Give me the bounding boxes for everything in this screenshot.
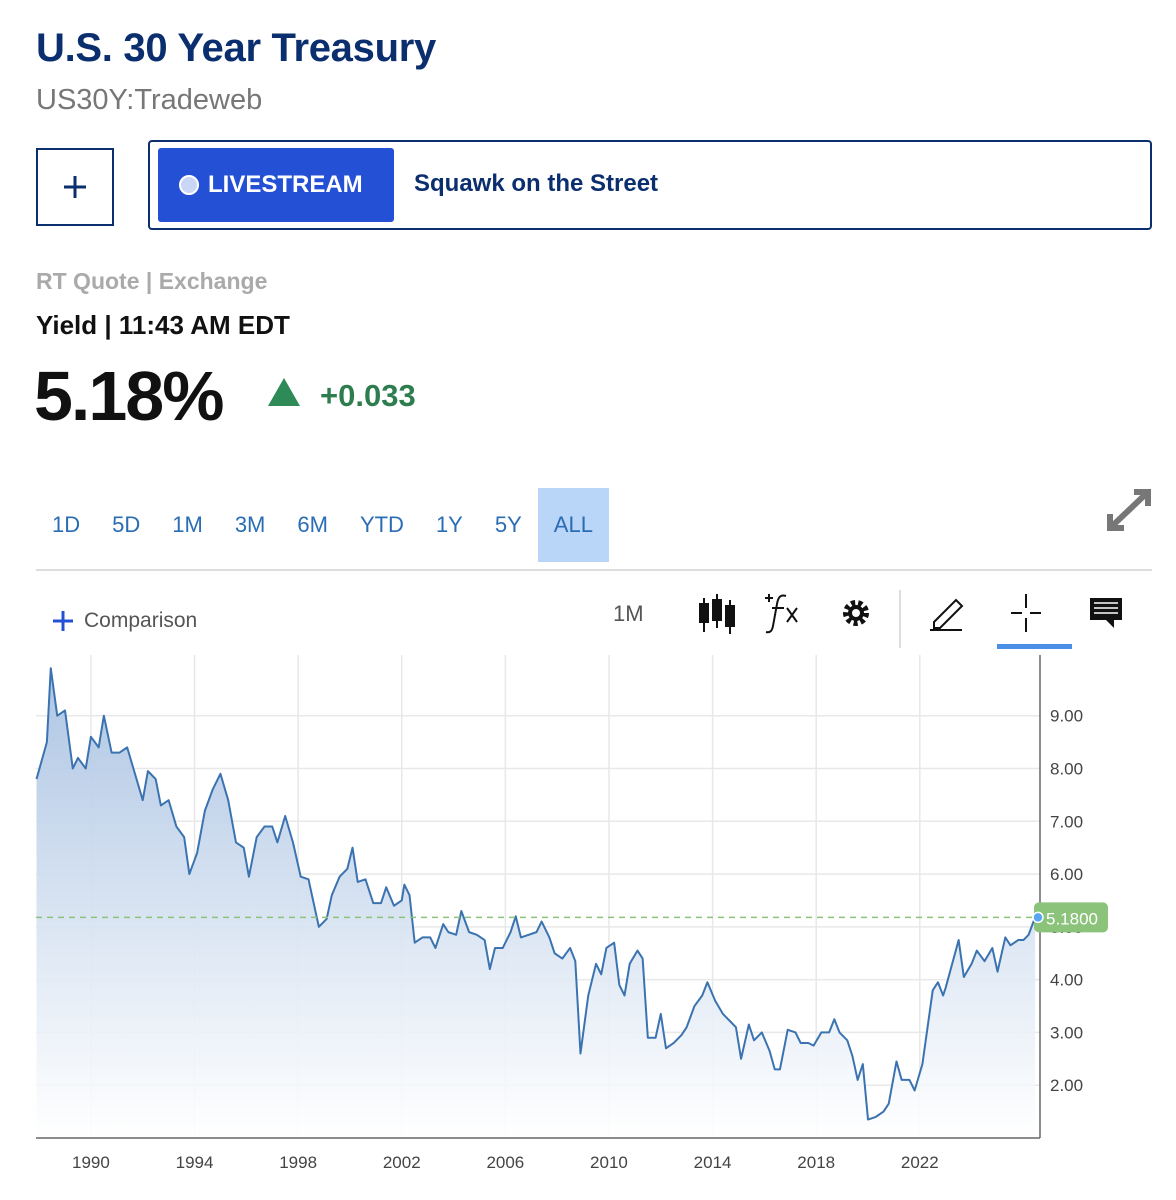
expand-icon[interactable]	[1104, 486, 1154, 534]
x-tick-label: 2010	[590, 1153, 628, 1172]
last-point	[1032, 911, 1044, 924]
last-value-label: 5.1800	[1046, 909, 1098, 928]
interval-button[interactable]: 1M	[613, 601, 644, 626]
price-change: +0.033	[320, 378, 416, 413]
active-tool-underline	[997, 644, 1072, 649]
range-tab[interactable]: YTD	[359, 512, 404, 537]
x-tick-label: 2022	[901, 1153, 939, 1172]
quote-source: RT Quote | Exchange	[36, 268, 268, 294]
x-tick-label: 2018	[797, 1153, 835, 1172]
x-tick-label: 2006	[486, 1153, 524, 1172]
symbol: US30Y:Tradeweb	[36, 84, 263, 116]
x-tick-label: 1994	[176, 1153, 214, 1172]
y-tick-label: 3.00	[1050, 1023, 1083, 1042]
area	[36, 668, 1036, 1138]
range-tab[interactable]: 5D	[112, 512, 141, 537]
x-tick-label: 1990	[72, 1153, 110, 1172]
y-tick-label: 6.00	[1050, 865, 1083, 884]
range-tab[interactable]: 3M	[234, 512, 266, 537]
up-arrow	[268, 378, 300, 406]
title: U.S. 30 Year Treasury	[36, 26, 436, 70]
range-tab[interactable]: 1Y	[435, 512, 463, 537]
y-tick-label: 8.00	[1050, 759, 1083, 778]
range-tab[interactable]: 1M	[172, 512, 203, 537]
range-tab[interactable]: 6M	[297, 512, 328, 537]
livestream-banner[interactable]: LIVESTREAM Squawk on the Street	[148, 140, 1152, 230]
show-name[interactable]: Squawk on the Street	[414, 170, 659, 197]
range-tab[interactable]: 1D	[52, 512, 81, 537]
crosshair-icon[interactable]	[1011, 594, 1041, 632]
livestream-label: LIVESTREAM	[208, 171, 363, 198]
last-value-badge	[1034, 902, 1108, 933]
price: 5.18%	[34, 357, 224, 435]
live-dot	[179, 175, 199, 195]
comparison-plus[interactable]	[50, 608, 76, 634]
x-tick-label: 1998	[279, 1153, 317, 1172]
line	[35, 667, 1037, 1121]
y-tick-label: 2.00	[1050, 1076, 1083, 1095]
quote-meta: Yield | 11:43 AM EDT	[36, 310, 290, 340]
x-tick-label: 2014	[694, 1153, 732, 1172]
candles-icon[interactable]	[699, 594, 735, 634]
comparison-button[interactable]: Comparison	[84, 609, 198, 632]
x-tick-label: 2002	[383, 1153, 421, 1172]
y-tick-label: 4.00	[1050, 971, 1083, 990]
range-tab[interactable]: ALL	[537, 488, 609, 562]
plus-icon	[64, 176, 86, 198]
comments-icon[interactable]	[1090, 598, 1122, 628]
settings-icon[interactable]	[843, 600, 869, 626]
range-tab[interactable]: 5Y	[494, 512, 522, 537]
divider	[36, 569, 1152, 571]
chart-toolbar	[699, 590, 1122, 649]
draw-icon[interactable]	[930, 598, 964, 631]
livestream-button[interactable]: LIVESTREAM	[158, 148, 394, 222]
y-tick-label: 7.00	[1050, 812, 1083, 831]
range-tabs: 1D 5D 1M 3M 6M YTD 1Y 5Y ALL	[36, 488, 609, 562]
indicator-icon[interactable]	[765, 594, 798, 634]
add-button[interactable]	[36, 148, 114, 226]
y-tick-label: 9.00	[1050, 707, 1083, 726]
